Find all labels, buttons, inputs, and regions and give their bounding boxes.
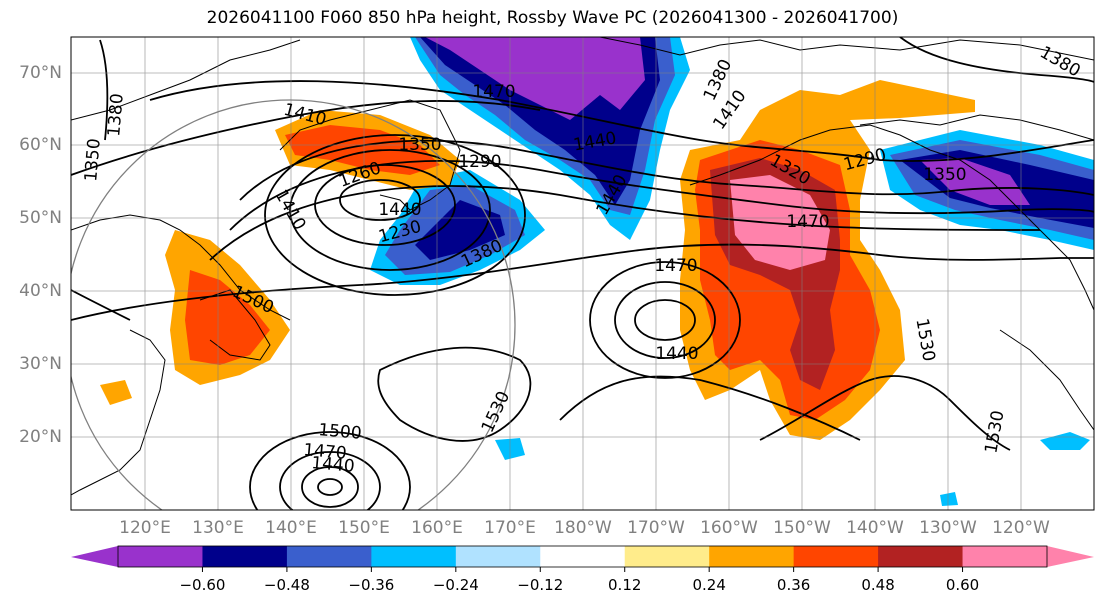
lat-label-30n: 30°N [19,354,62,374]
colorbar-segment [624,546,710,567]
lon-label-180w: 180°W [554,518,612,538]
colorbar-tick-label: 0.60 [945,576,980,594]
contour-label: 1290 [458,152,501,172]
colorbar-segment [118,546,203,567]
lon-label-170e: 170°E [484,518,536,538]
lat-label-40n: 40°N [19,281,62,301]
lon-label-140e: 140°E [265,518,317,538]
colorbar-tick-label: 0.48 [861,576,895,594]
positive-shading [100,80,975,440]
colorbar-extend-low [71,546,118,567]
contour-label: 1440 [655,344,698,364]
colorbar-segment [455,546,541,567]
colorbar-tick-label: −0.12 [517,576,564,594]
colorbar-tick-label: −0.48 [263,576,310,594]
contour-label: 1440 [311,453,356,477]
gridlines [71,37,1094,510]
contour-label: 1470 [786,212,829,232]
contour-label: 1350 [923,165,966,185]
lon-label-160e: 160°E [411,518,463,538]
colorbar-segment [286,546,372,567]
lon-label-120w: 120°W [992,518,1050,538]
colorbar-tick-label: 0.36 [776,576,811,594]
colorbar-tick-label: 0.24 [692,576,726,594]
colorbar-extend-high [1047,546,1094,567]
lat-label-50n: 50°N [19,208,62,228]
lon-label-130w: 130°W [919,518,977,538]
lat-label-60n: 60°N [19,135,62,155]
contour-label: 1500 [318,420,363,444]
height-contours [71,37,1094,510]
lon-label-130e: 130°E [192,518,244,538]
lat-label-70n: 70°N [19,63,62,83]
map-frame [70,36,1095,511]
lon-label-140w: 140°W [846,518,904,538]
colorbar-tick-label: −0.36 [348,576,395,594]
contour-label: 1470 [303,440,348,464]
colorbar-segment [540,546,626,567]
contour-label: 1470 [654,256,697,276]
colorbar-segment [709,546,795,567]
contour-label: 1470 [472,82,515,102]
lon-label-150e: 150°E [338,518,390,538]
lon-label-120e: 120°E [119,518,171,538]
colorbar [71,545,1094,572]
colorbar-segment [371,546,457,567]
map-title: 2026041100 F060 850 hPa height, Rossby W… [206,8,899,28]
colorbar-segment [202,546,288,567]
colorbar-segment [793,546,879,567]
colorbar-segment [878,546,964,567]
colorbar-tick-label: −0.60 [179,576,226,594]
contour-label: 1380 [104,93,128,138]
lon-label-160w: 160°W [700,518,758,538]
contour-label: 1350 [81,138,105,183]
lat-label-20n: 20°N [19,427,62,447]
reference-circle [71,99,516,510]
colorbar-tick-label: −0.24 [432,576,479,594]
colorbar-segment [962,546,1048,567]
colorbar-tick-label: 0.12 [608,576,642,594]
contour-label: 1350 [398,135,441,155]
lon-label-170w: 170°W [627,518,685,538]
contour-label: 1440 [378,200,421,220]
lon-label-150w: 150°W [773,518,831,538]
